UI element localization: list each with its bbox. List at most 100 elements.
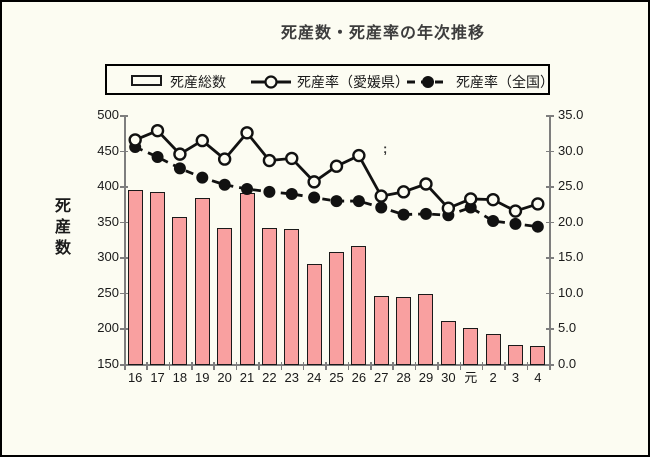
- ehime-rate-marker: [285, 151, 299, 166]
- national-rate-marker: [308, 191, 321, 204]
- national-rate-marker: [352, 195, 365, 208]
- legend: 死産総数 死産率（愛媛県） 死産率（全国）: [105, 64, 554, 95]
- x-axis-tick-label: 元: [464, 370, 478, 385]
- y-axis-title-char: 死: [54, 198, 71, 215]
- bar: [217, 228, 233, 365]
- national-rate-marker: [509, 217, 522, 230]
- y-axis-title-char: 産: [54, 219, 71, 236]
- ehime-rate-marker: [508, 204, 523, 218]
- y2-axis-tick-label: 30.0: [558, 142, 584, 158]
- y-axis-tick-label: 500: [97, 107, 119, 122]
- national-rate-marker: [129, 141, 142, 154]
- x-axis-tick-label: 28: [396, 370, 411, 385]
- bar: [329, 252, 344, 365]
- bar: [396, 297, 412, 365]
- ehime-rate-marker: [173, 147, 187, 161]
- y-axis-tick: [120, 221, 128, 224]
- x-axis-tick: [347, 362, 350, 370]
- y-axis-tick-label: 300: [97, 249, 119, 265]
- national-rate-marker: [330, 195, 343, 208]
- y2-axis-tick-label: 10.0: [558, 284, 584, 300]
- x-axis-tick-label: 4: [534, 370, 542, 385]
- bar: [150, 191, 166, 365]
- x-axis-tick: [549, 362, 551, 370]
- x-axis-tick: [235, 362, 238, 370]
- x-axis-tick-label: 22: [262, 370, 277, 385]
- national-rate-marker: [151, 150, 164, 163]
- y-axis-tick-label: 250: [97, 284, 119, 300]
- x-axis-tick-label: 17: [150, 370, 165, 385]
- y2-axis-tick: [546, 257, 554, 259]
- bar: [373, 296, 389, 365]
- ehime-rate-marker: [374, 189, 388, 203]
- x-axis-tick: [280, 362, 283, 370]
- ehime-rate-marker: [150, 123, 165, 138]
- stray-mark: ;: [383, 141, 388, 156]
- y-axis-tick: [120, 186, 128, 188]
- x-axis-tick-label: 25: [329, 370, 344, 385]
- y-axis-tick: [120, 292, 128, 295]
- bar: [261, 228, 277, 365]
- x-axis-tick-label: 2: [489, 370, 497, 385]
- y-axis-tick-label: 350: [97, 213, 119, 229]
- ehime-rate-marker: [531, 197, 545, 211]
- y-axis-tick-label: 200: [97, 320, 119, 336]
- x-axis-tick: [146, 362, 148, 370]
- x-axis-tick-label: 26: [351, 370, 367, 385]
- x-axis-tick-label: 16: [127, 370, 143, 385]
- x-axis-tick: [191, 362, 193, 370]
- y2-axis-tick-label: 20.0: [558, 213, 584, 229]
- x-axis-tick: [370, 362, 372, 370]
- x-axis-tick-label: 29: [418, 370, 434, 385]
- bar: [463, 328, 479, 365]
- y-axis-tick-label: 400: [97, 178, 119, 194]
- chart-title: 死産数・死産率の年次推移: [280, 25, 485, 42]
- y2-axis-tick: [546, 115, 554, 117]
- x-axis-tick: [168, 362, 171, 370]
- y2-axis-tick: [546, 292, 554, 295]
- y-axis-title: 死産数: [52, 196, 74, 259]
- ehime-rate-marker: [128, 133, 142, 147]
- ehime-rate-marker: [464, 192, 478, 206]
- y2-axis-tick-label: 25.0: [558, 178, 584, 194]
- ehime-rate-marker: [352, 148, 366, 163]
- y-axis-tick: [120, 328, 128, 330]
- bar: [306, 263, 322, 365]
- x-axis-tick: [302, 362, 305, 370]
- legend-label-national: 死産率（全国）: [456, 74, 554, 90]
- x-axis-tick: [392, 362, 394, 370]
- ehime-rate-marker: [307, 175, 321, 189]
- national-rate-marker: [263, 185, 276, 198]
- bar: [440, 321, 456, 365]
- national-rate-marker: [419, 207, 432, 220]
- y-axis-tick: [120, 150, 128, 153]
- ehime-rate-marker: [486, 192, 500, 207]
- x-axis-tick: [325, 362, 327, 370]
- x-axis-tick-label: 3: [511, 370, 520, 385]
- bar: [485, 334, 501, 365]
- y-axis-tick-label: 150: [97, 356, 119, 371]
- national-rate-marker: [285, 187, 298, 200]
- ehime-rate-marker: [195, 133, 209, 148]
- x-axis-tick: [258, 362, 260, 370]
- ehime-rate-marker: [441, 201, 456, 215]
- national-rate-marker: [397, 208, 410, 221]
- x-axis-tick-label: 20: [217, 370, 232, 385]
- y-axis-line: [124, 115, 126, 364]
- x-axis-tick: [437, 362, 439, 370]
- x-axis-tick: [414, 362, 417, 370]
- y-axis-title-char: 数: [54, 240, 71, 257]
- x-axis-tick: [213, 362, 215, 370]
- x-axis-tick-label: 30: [441, 370, 456, 385]
- national-rate-marker: [375, 201, 388, 214]
- y2-axis-tick: [546, 150, 554, 153]
- x-axis-tick-label: 18: [172, 370, 188, 385]
- y2-axis-tick: [546, 186, 554, 188]
- legend-label-ehime: 死産率（愛媛県）: [297, 74, 409, 90]
- bar: [239, 193, 255, 365]
- y-axis-tick: [120, 115, 128, 117]
- bar: [418, 293, 434, 365]
- y2-axis-tick: [546, 328, 554, 330]
- bar: [507, 344, 523, 365]
